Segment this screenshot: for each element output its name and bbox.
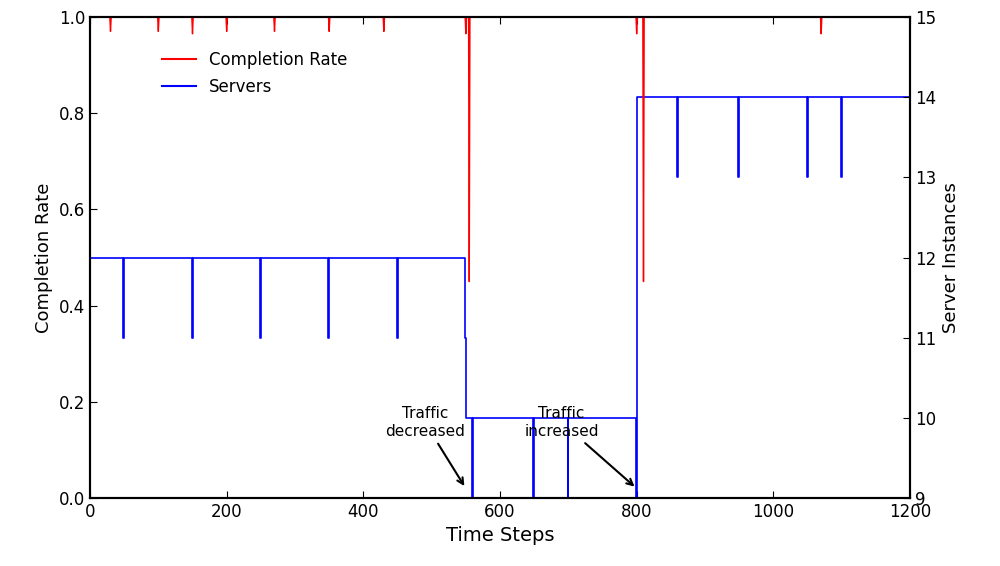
Text: Traffic
decreased: Traffic decreased	[385, 406, 465, 484]
Legend: Completion Rate, Servers: Completion Rate, Servers	[156, 45, 354, 102]
X-axis label: Time Steps: Time Steps	[446, 526, 554, 546]
Y-axis label: Server Instances: Server Instances	[942, 182, 960, 333]
Y-axis label: Completion Rate: Completion Rate	[35, 182, 53, 333]
Text: Traffic
increased: Traffic increased	[524, 406, 633, 485]
